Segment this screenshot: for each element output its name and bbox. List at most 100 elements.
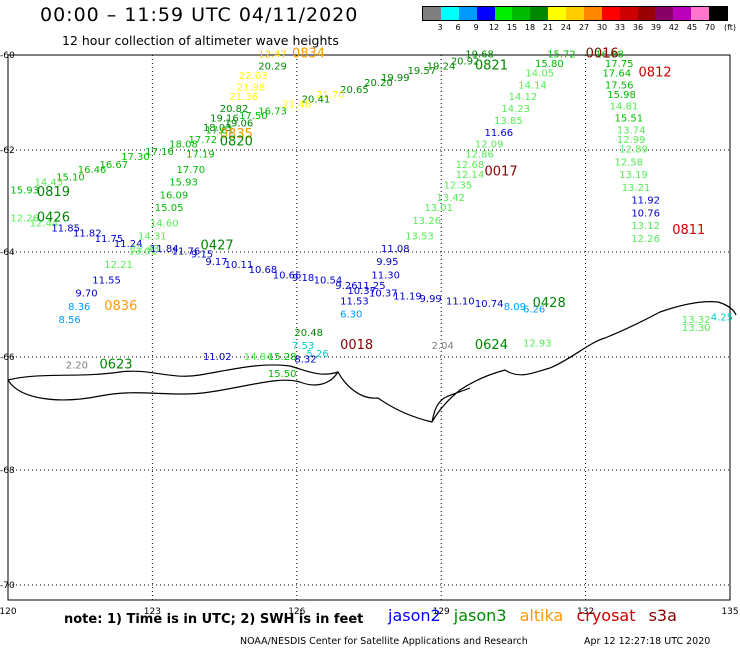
- wave-height-value: 18.08: [169, 140, 198, 151]
- wave-height-value: 11.25: [357, 281, 386, 292]
- wave-height-value: 8.56: [59, 315, 81, 326]
- footer-note: note: 1) Time is in UTC; 2) SWH is in fe…: [64, 612, 364, 627]
- wave-height-value: 10.37: [369, 289, 398, 300]
- color-scale-tick: 21: [542, 23, 554, 32]
- map-subtitle: 12 hour collection of altimeter wave hei…: [62, 33, 339, 48]
- wave-height-value: 17.30: [121, 152, 150, 163]
- color-scale-tick: 36: [632, 23, 644, 32]
- wave-height-value: 17.50: [239, 111, 268, 122]
- wave-height-value: 19.24: [427, 61, 456, 72]
- wave-height-value: 16.46: [78, 165, 107, 176]
- legend-altika: altika: [519, 606, 564, 625]
- color-swatch: [709, 7, 727, 20]
- wave-height-value: 19.68: [465, 49, 494, 60]
- wave-height-value: 15.05: [155, 203, 184, 214]
- wave-height-tracks: 12.4720.2922.0321.9821.3620.8219.1618.03…: [10, 49, 733, 379]
- wave-height-value: 12.86: [465, 150, 494, 161]
- wave-height-value: 9.99: [420, 294, 442, 305]
- color-swatch: [423, 7, 441, 20]
- wave-height-value: 15.28: [268, 352, 297, 363]
- wave-height-value: 17.72: [189, 135, 218, 146]
- wave-height-value: 6.26: [523, 304, 545, 315]
- wave-height-value: 10.11: [225, 260, 254, 271]
- pass-time-labels: 0834 0835 0836 0821 0820 0819 0426 0427 0428 0623…: [37, 46, 705, 372]
- wave-height-value: 20.92: [451, 57, 480, 68]
- color-scale-tick: 3: [437, 23, 443, 32]
- color-swatch: [619, 7, 638, 20]
- generated-timestamp: Apr 12 12:27:18 UTC 2020: [584, 636, 711, 647]
- jason3-0821-track: 19.6820.9219.2419.5719.9920.2020.6521.70…: [10, 49, 494, 196]
- axis-labels: 120 123 126 129 132 135 -60 -62 -64 -66 -68 -70: [0, 51, 739, 617]
- wave-height-value: 15.10: [56, 173, 85, 184]
- wave-height-value: 14.31: [138, 231, 167, 242]
- color-swatch: [548, 7, 566, 20]
- color-swatch: [440, 7, 459, 20]
- color-swatch: [494, 7, 513, 20]
- color-scale-bar: [422, 6, 728, 21]
- wave-height-value: 20.48: [294, 328, 323, 339]
- wave-height-value: 8.09: [504, 302, 526, 313]
- wave-height-value: 11.84: [150, 244, 179, 255]
- wave-height-value: 5.26: [306, 349, 328, 360]
- wave-height-value: 13.19: [619, 170, 648, 181]
- wave-height-value: 11.92: [631, 196, 660, 207]
- wave-height-value: 11.10: [446, 297, 475, 308]
- latitude-label: -62: [0, 146, 15, 156]
- wave-height-value: 15.51: [614, 114, 643, 125]
- wave-height-value: 10.37: [347, 286, 376, 297]
- wave-height-value: 13.26: [412, 216, 441, 227]
- wave-height-value: 20.82: [220, 104, 249, 115]
- wave-height-value: 12.21: [104, 260, 133, 271]
- jason3-0426-track: 12.2612.4411.8511.8211.7511.2412.4311.84…: [10, 213, 545, 315]
- wave-height-value: 21.70: [316, 90, 345, 101]
- color-swatch: [476, 7, 495, 20]
- wave-height-value: 16.73: [258, 106, 287, 117]
- color-swatch: [637, 7, 656, 20]
- color-scale-tick: 18: [524, 23, 536, 32]
- wave-height-value: 14.12: [509, 92, 538, 103]
- wave-height-value: 20.65: [340, 85, 369, 96]
- pass-time-label: 0821: [475, 58, 508, 73]
- wave-height-value: 12.93: [523, 339, 552, 350]
- wave-height-value: 11.66: [485, 128, 514, 139]
- wave-height-value: 12.89: [619, 145, 648, 156]
- color-scale-tick: 6: [455, 23, 461, 32]
- color-scale-tick: 9: [473, 23, 479, 32]
- wave-height-value: 9.18: [292, 273, 314, 284]
- wave-height-value: 14.81: [610, 102, 639, 113]
- wave-height-value: 10.76: [631, 208, 660, 219]
- wave-height-value: 15.93: [169, 178, 198, 189]
- wave-height-value: 12.26: [631, 234, 660, 245]
- color-swatch: [512, 7, 531, 20]
- wave-height-value: 17.19: [186, 150, 215, 161]
- wave-height-value: 14.84: [244, 352, 273, 363]
- wave-height-value: 13.12: [631, 221, 660, 232]
- wave-height-value: 12.68: [456, 160, 485, 171]
- wave-height-value: 14.43: [34, 178, 63, 189]
- color-scale-tick: 33: [614, 23, 626, 32]
- color-scale-unit: (ft): [723, 23, 737, 32]
- pass-time-label: 0427: [201, 238, 234, 253]
- color-swatch: [583, 7, 602, 20]
- wave-height-value: 11.30: [371, 270, 400, 281]
- color-swatch: [566, 7, 584, 20]
- wave-height-value: 13.01: [128, 247, 157, 258]
- pass-time-label: 0018: [340, 338, 373, 353]
- color-scale-tick: 70: [704, 23, 716, 32]
- frame-border: [7, 54, 731, 601]
- legend-cryosat: cryosat: [576, 606, 636, 625]
- pass-time-label: 0811: [672, 223, 705, 238]
- altika-0834-track: 12.4720.2922.0321.9821.3620.8219.1618.03…: [59, 49, 287, 326]
- color-swatch: [691, 7, 709, 20]
- wave-height-value: 20.29: [258, 61, 287, 72]
- wave-height-value: 6.30: [340, 310, 362, 321]
- legend-jason3: jason3: [453, 606, 507, 625]
- pass-time-label: 0426: [37, 210, 70, 225]
- coastline-path: [7, 300, 737, 423]
- pass-time-label: 0428: [533, 296, 566, 311]
- longitude-label: 123: [144, 607, 161, 617]
- pass-time-label: 0017: [485, 165, 518, 180]
- latitude-label: -70: [0, 581, 15, 591]
